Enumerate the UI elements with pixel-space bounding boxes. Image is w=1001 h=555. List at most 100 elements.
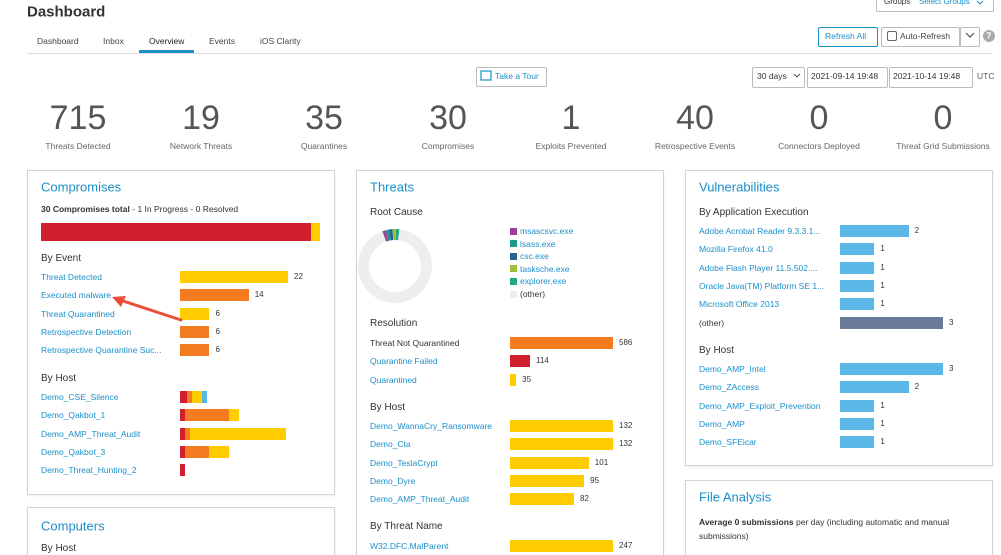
stat-value: 35 <box>305 99 343 137</box>
row-label[interactable]: Adobe Acrobat Reader 9.3.3.1... <box>699 225 821 236</box>
bar <box>510 373 517 386</box>
bar <box>510 493 574 506</box>
auto-refresh-dropdown[interactable] <box>960 27 980 47</box>
panel-title[interactable]: Vulnerabilities <box>699 179 780 195</box>
auto-refresh-checkbox[interactable] <box>887 31 897 41</box>
bar <box>840 243 875 256</box>
tour-label[interactable]: Take a Tour <box>495 70 539 81</box>
panel-title[interactable]: File Analysis <box>699 489 772 505</box>
stat-label: Compromises <box>421 140 475 151</box>
row-label[interactable]: Demo_Cta <box>370 439 411 450</box>
file-analysis-panel <box>685 480 993 555</box>
start-label[interactable]: 2021-09-14 19:48 <box>811 70 879 81</box>
row-label[interactable]: Microsoft Office 2013 <box>699 298 780 309</box>
donut <box>358 229 432 303</box>
bar-value: 14 <box>254 290 264 300</box>
section-title: Resolution <box>370 318 418 329</box>
row-label[interactable]: Demo_SFEicar <box>699 436 757 447</box>
bar <box>840 225 909 237</box>
bar-segment <box>187 391 193 403</box>
row-label[interactable]: W32.DFC.MalParent <box>370 540 449 551</box>
start-date[interactable] <box>807 67 888 88</box>
legend-label[interactable]: tasksche.exe <box>520 263 570 274</box>
summary-text: In Progress <box>144 204 189 214</box>
bar-segment <box>180 464 185 477</box>
panel-title[interactable]: Compromises <box>41 179 122 195</box>
row-label[interactable]: Demo_AMP_Threat_Audit <box>41 428 141 439</box>
row-label[interactable]: Adobe Flash Player 11.5.502.... <box>699 262 818 273</box>
bar <box>510 474 585 487</box>
legend-label[interactable]: msascsvc.exe <box>520 225 574 236</box>
tour-button[interactable] <box>476 67 547 87</box>
file-analysis-text: Average 0 submissions per day (including… <box>699 515 979 543</box>
tab[interactable]: iOS Clarity <box>260 35 301 46</box>
row-label[interactable]: Quarantine Failed <box>370 356 438 367</box>
bar-segment <box>180 409 185 422</box>
end-label[interactable]: 2021-10-14 19:48 <box>893 70 961 81</box>
bar <box>840 279 875 292</box>
row-label[interactable]: Demo_Qakbot_3 <box>41 446 106 457</box>
row-label[interactable]: Threat Quarantined <box>41 308 115 319</box>
row-label[interactable]: Oracle Java(TM) Platform SE 1... <box>699 280 825 291</box>
tab[interactable]: Events <box>209 35 235 46</box>
tab[interactable]: Overview <box>149 35 185 46</box>
tab[interactable]: Dashboard <box>37 35 79 46</box>
bar <box>510 438 613 451</box>
bar <box>510 420 613 432</box>
bar <box>840 436 875 449</box>
row-label[interactable]: Quarantined <box>370 374 417 385</box>
tab[interactable]: Inbox <box>103 35 124 46</box>
help-text[interactable]: ? <box>986 30 992 41</box>
refresh-button[interactable] <box>818 27 878 47</box>
row-label[interactable]: Executed malware <box>41 290 111 301</box>
auto-refresh-label[interactable]: Auto-Refresh <box>900 30 951 41</box>
summary-total: 30 <box>41 204 51 214</box>
end-date[interactable] <box>889 67 973 88</box>
bar-value: 247 <box>619 541 633 550</box>
period-select[interactable] <box>752 67 805 88</box>
donut-slice <box>385 229 391 241</box>
status-bar <box>310 223 320 241</box>
bar-segment <box>209 445 230 458</box>
auto-refresh-button[interactable] <box>881 27 960 47</box>
bar-segment <box>229 409 239 422</box>
row-label[interactable]: Demo_AMP_Exploit_Prevention <box>699 400 821 411</box>
bar <box>180 271 288 283</box>
row-label[interactable]: Mozilla Firefox 41.0 <box>699 244 773 255</box>
legend-label[interactable]: explorer.exe <box>520 276 567 287</box>
section-title: By Host <box>699 345 735 356</box>
row-label[interactable]: Demo_CSE_Silence <box>41 391 119 402</box>
bar <box>510 337 613 349</box>
period-label[interactable]: 30 days <box>757 70 787 81</box>
panel-title[interactable]: Computers <box>41 518 105 534</box>
groups-box[interactable] <box>876 0 994 12</box>
summary-in-progress: 1 <box>137 204 143 214</box>
legend-label[interactable]: csc.exe <box>520 250 549 261</box>
panel-title[interactable]: Threats <box>370 179 415 195</box>
refresh-label[interactable]: Refresh All <box>825 30 867 41</box>
row-label[interactable]: Retrospective Detection <box>41 326 132 337</box>
bar-value: 1 <box>880 437 885 447</box>
stat-label: Connectors Deployed <box>778 140 860 151</box>
groups-select[interactable]: Select Groups <box>919 0 970 6</box>
bar-value: 22 <box>294 272 303 281</box>
row-label[interactable]: Demo_TeslaCrypt <box>370 457 438 468</box>
row-label[interactable]: Demo_ZAccess <box>699 382 759 393</box>
row-label[interactable]: Demo_Threat_Hunting_2 <box>41 464 137 475</box>
row-label[interactable]: Demo_AMP_Threat_Audit <box>370 493 470 504</box>
bar-value: 95 <box>590 475 600 485</box>
row-label[interactable]: Demo_Qakbot_1 <box>41 410 106 421</box>
legend-label[interactable]: lsass.exe <box>520 238 556 249</box>
row-label[interactable]: Threat Detected <box>41 271 102 282</box>
legend-swatch <box>510 240 517 248</box>
row-label[interactable]: Demo_AMP_Intel <box>699 363 766 374</box>
row-label[interactable]: Demo_WannaCry_Ransomware <box>370 420 493 431</box>
summary: 30 Compromises total - 1 In Progress - 0… <box>41 204 238 214</box>
help-icon[interactable] <box>983 30 995 42</box>
stat-value: 30 <box>429 99 467 137</box>
row-label[interactable]: Demo_Dyre <box>370 475 416 486</box>
bar-value: 1 <box>880 418 885 428</box>
row-label[interactable]: Demo_AMP <box>699 418 745 429</box>
row-label[interactable]: Retrospective Quarantine Suc... <box>41 344 162 355</box>
